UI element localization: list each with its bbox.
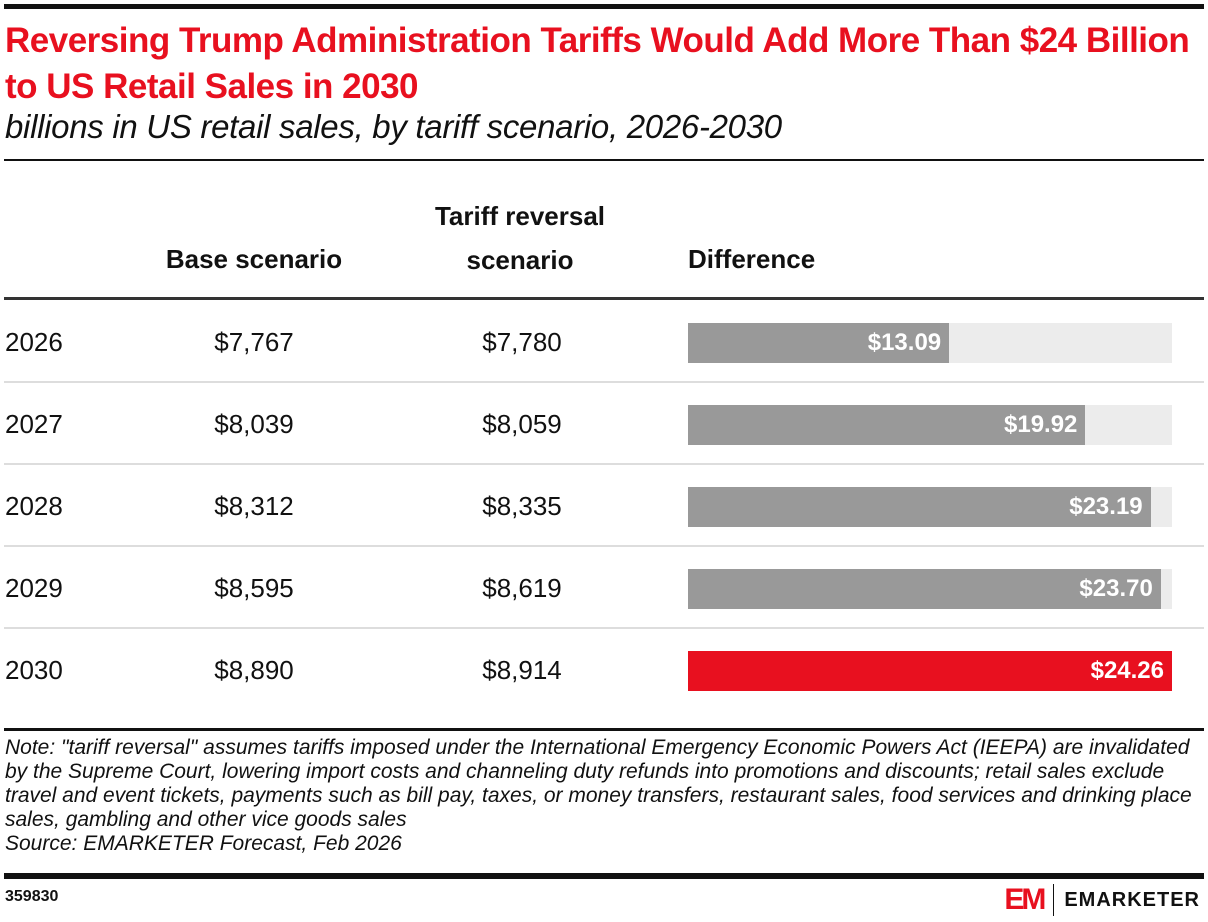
base-cell: $8,039 [214,409,294,439]
bar-track: $13.09 [688,323,1172,363]
header-difference: Difference [688,244,816,274]
year-cell: 2030 [5,655,63,685]
bar-label: $23.70 [1079,575,1153,602]
difference-bar: $24.26 [688,651,1172,691]
source-text: Source: EMARKETER Forecast, Feb 2026 [5,832,402,855]
row-divider [4,381,1204,383]
year-cell: 2029 [5,573,63,603]
note-text: Note: "tariff reversal" assumes tariffs … [5,736,1192,831]
bar-track: $24.26 [688,651,1172,691]
table-row: 2030 $8,890 $8,914 $24.26 [4,629,1204,711]
table-row: 2029 $8,595 $8,619 $23.70 [4,547,1204,629]
difference-bar: $23.19 [688,487,1151,527]
chart-id: 359830 [5,888,59,905]
reversal-cell: $8,059 [482,409,562,439]
header-base: Base scenario [165,244,343,274]
emarketer-logo: EM EMARKETER [1004,883,1200,916]
divider [4,728,1204,731]
row-divider [4,545,1204,547]
bar-track: $23.19 [688,487,1172,527]
table-row: 2028 $8,312 $8,335 $23.19 [4,465,1204,547]
header-divider [4,297,1204,300]
chart-title: Reversing Trump Administration Tariffs W… [5,21,1190,106]
logo-wordmark: EMARKETER [1064,888,1200,911]
bar-label: $24.26 [1090,657,1164,684]
footnote: Note: "tariff reversal" assumes tariffs … [5,736,1205,856]
difference-bar: $13.09 [688,323,950,363]
year-cell: 2028 [5,491,63,521]
base-cell: $8,890 [214,655,294,685]
bottom-rule [4,873,1204,879]
table-row: 2027 $8,039 $8,059 $19.92 [4,383,1204,465]
year-cell: 2026 [5,327,63,357]
bar-track: $19.92 [688,405,1172,445]
logo-mark-icon: EM [1004,883,1046,916]
divider [4,159,1204,161]
table-row: 2026 $7,767 $7,780 $13.09 [4,301,1204,383]
bar-track: $23.70 [688,569,1172,609]
reversal-cell: $8,914 [482,655,562,685]
difference-bar: $19.92 [688,405,1086,445]
reversal-cell: $8,619 [482,573,562,603]
bar-label: $23.19 [1069,493,1143,520]
difference-bar: $23.70 [688,569,1161,609]
chart-subtitle: billions in US retail sales, by tariff s… [5,108,782,145]
row-divider [4,463,1204,465]
reversal-cell: $7,780 [482,327,562,357]
header-reversal-line1: Tariff reversal [434,201,606,231]
header-reversal: Tariff reversal scenario [410,194,630,282]
top-rule [4,4,1204,9]
bar-label: $13.09 [867,329,942,356]
header-reversal-line2: scenario [466,245,574,275]
reversal-cell: $8,335 [482,491,562,521]
base-cell: $8,312 [214,491,294,521]
bar-label: $19.92 [1004,411,1078,438]
logo-divider [1053,884,1055,916]
base-cell: $7,767 [214,327,294,357]
row-divider [4,627,1204,629]
base-cell: $8,595 [214,573,294,603]
year-cell: 2027 [5,409,63,439]
